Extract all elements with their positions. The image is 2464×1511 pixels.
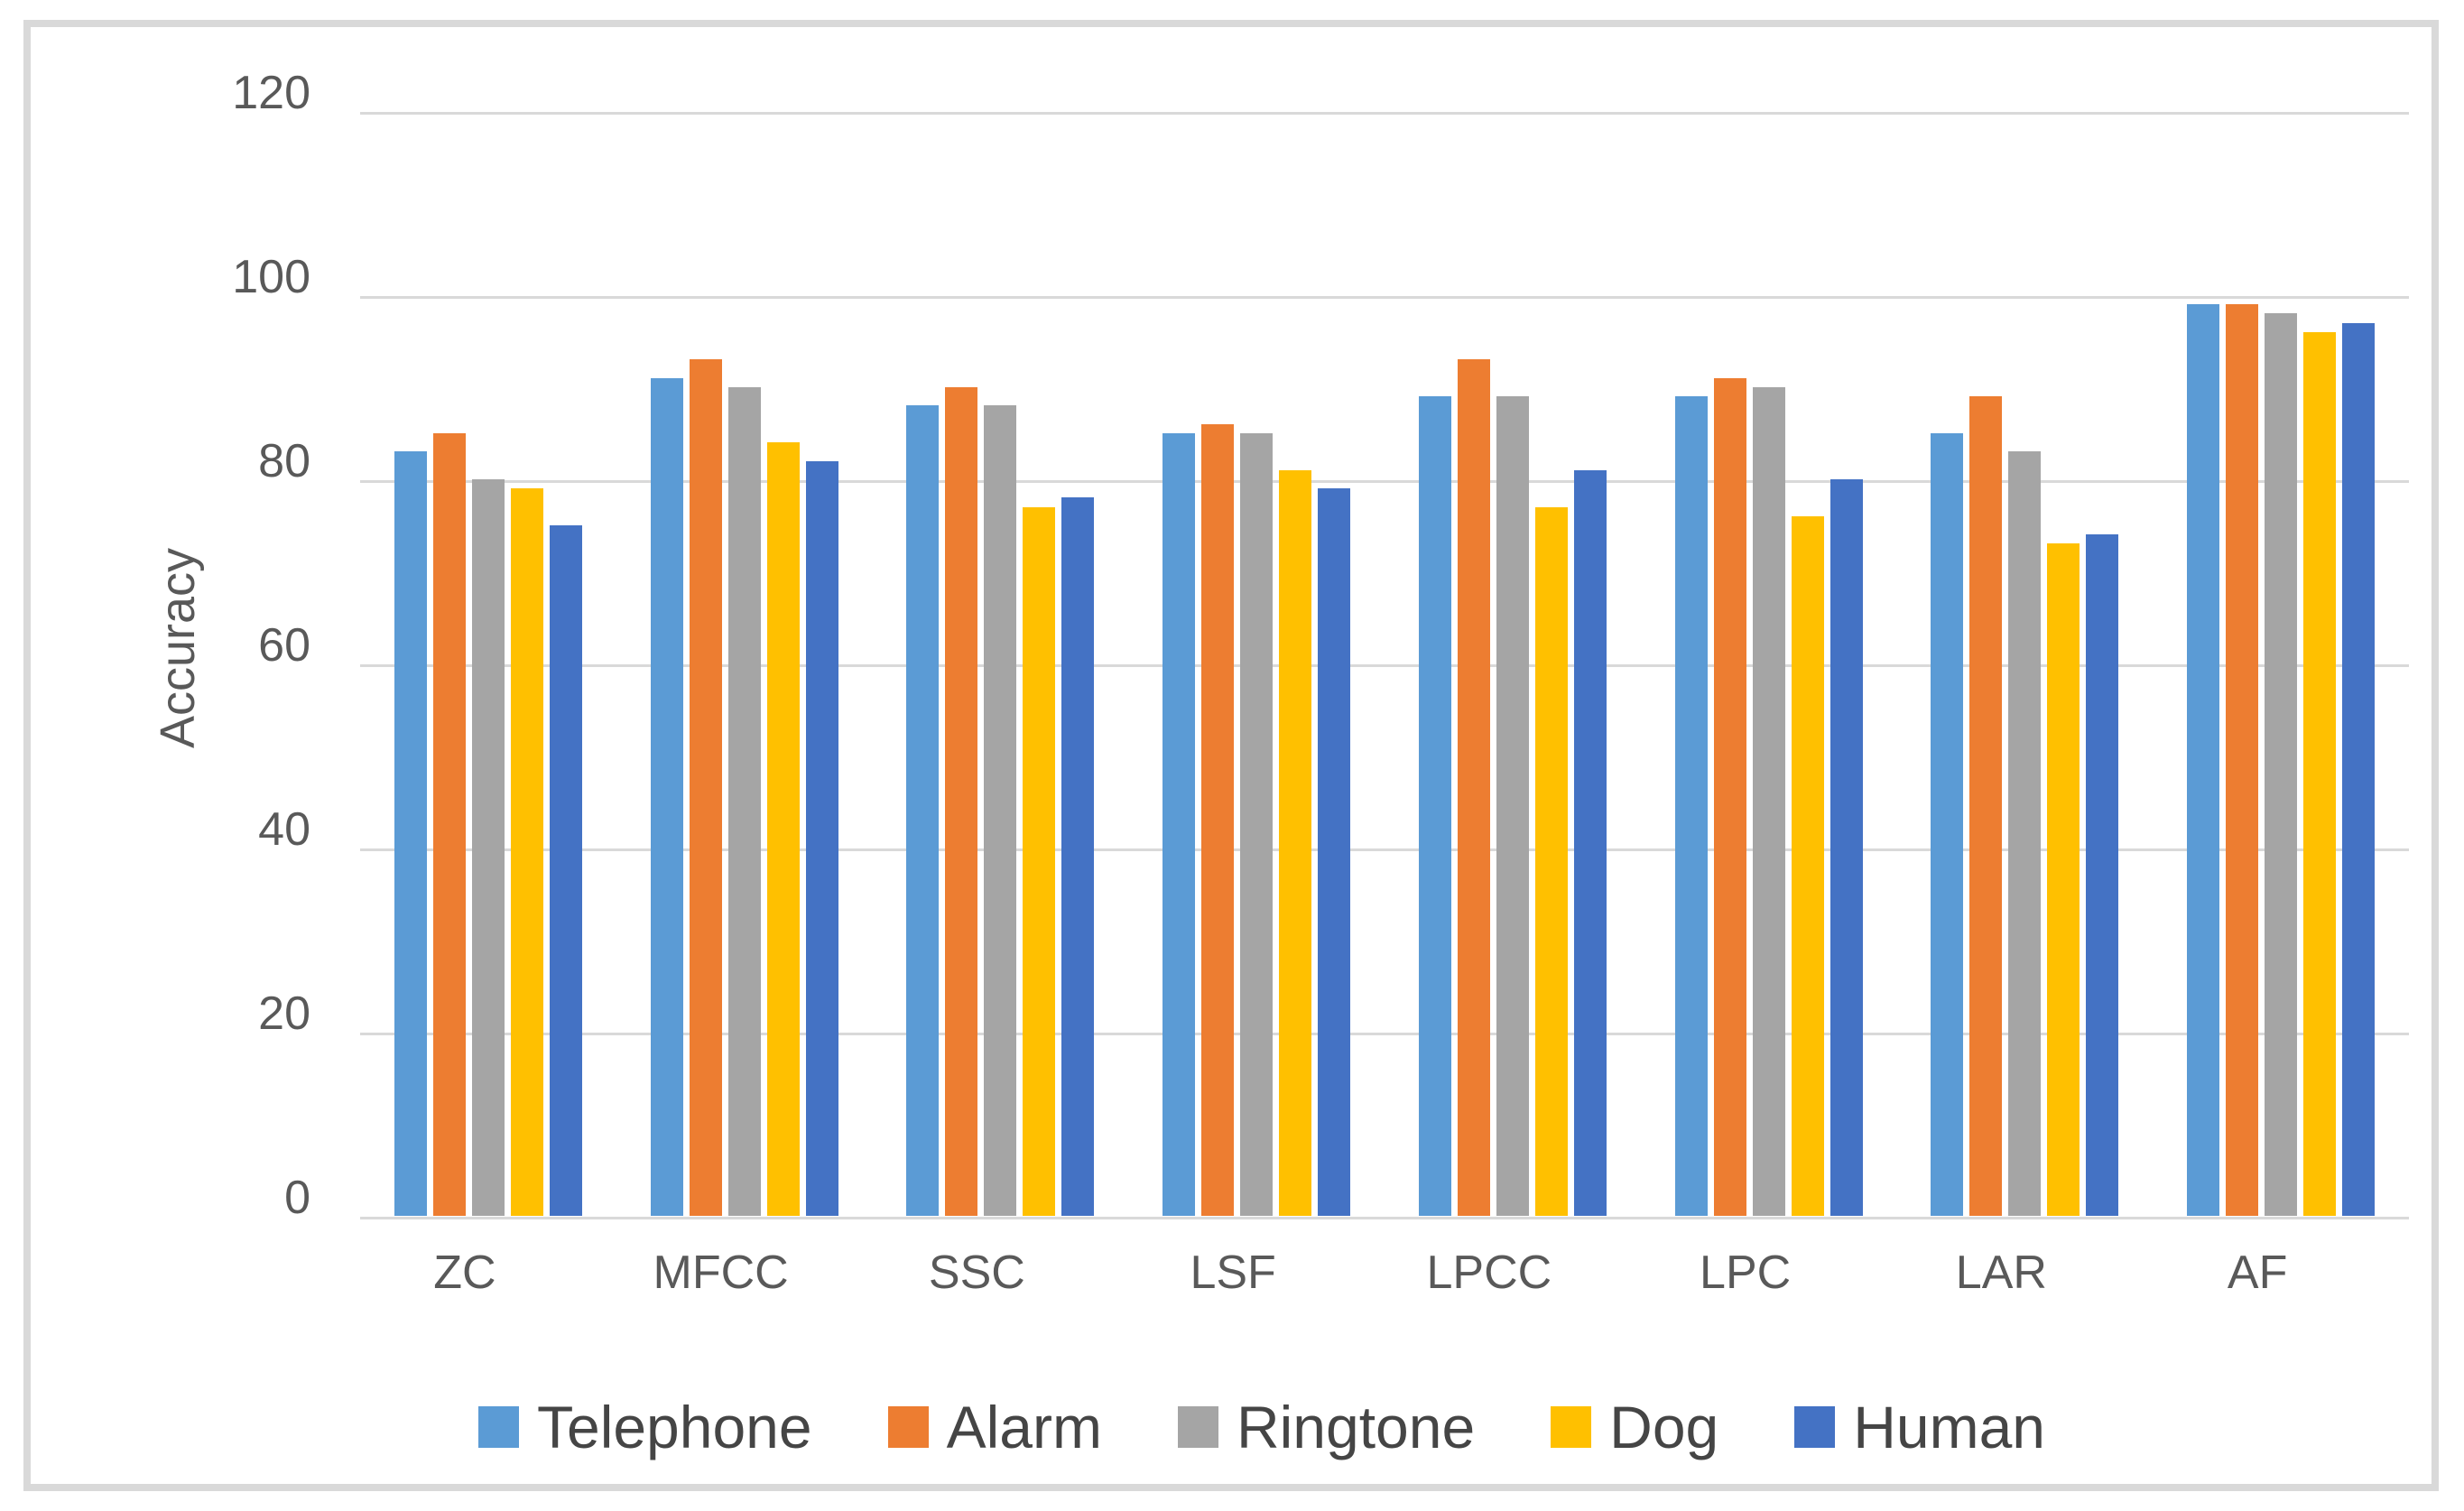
bar-alarm-lar xyxy=(1969,396,2003,1216)
bar-human-lsf xyxy=(1318,488,1351,1216)
bar-alarm-lpc xyxy=(1713,377,1746,1216)
x-axis-label-lsf: LSF xyxy=(1190,1247,1276,1299)
gridline xyxy=(360,664,2409,667)
legend-item-dog: Dog xyxy=(1551,1395,1718,1459)
legend-item-human: Human xyxy=(1794,1395,2045,1459)
bar-alarm-mfcc xyxy=(689,359,722,1216)
bar-dog-ssc xyxy=(1023,506,1056,1216)
legend: Telephone Alarm Ringtone Dog Human xyxy=(54,1395,2464,1459)
bar-human-mfcc xyxy=(805,460,838,1216)
bar-ringtone-ssc xyxy=(984,405,1017,1216)
bar-group-lpc xyxy=(1674,113,1863,1218)
bar-dog-mfcc xyxy=(766,442,800,1216)
x-axis-label-ssc: SSC xyxy=(928,1247,1025,1299)
bar-dog-lpcc xyxy=(1534,506,1568,1216)
legend-item-telephone: Telephone xyxy=(477,1394,812,1460)
bar-group-lpcc xyxy=(1418,113,1607,1218)
legend-label: Telephone xyxy=(536,1394,812,1460)
bar-ringtone-lpcc xyxy=(1496,396,1529,1216)
bar-telephone-lpcc xyxy=(1418,396,1451,1216)
bar-dog-zc xyxy=(510,488,543,1216)
bar-group-ssc xyxy=(906,113,1095,1218)
bar-ringtone-lar xyxy=(2008,451,2042,1216)
gridline xyxy=(360,112,2409,115)
x-axis-label-zc: ZC xyxy=(433,1247,496,1299)
x-axis-line xyxy=(360,1217,2409,1219)
gridline xyxy=(360,480,2409,483)
bar-ringtone-af xyxy=(2265,313,2298,1216)
bar-telephone-af xyxy=(2187,304,2220,1216)
legend-label: Alarm xyxy=(946,1394,1102,1460)
y-axis-tick-label: 0 xyxy=(284,1172,310,1224)
chart-frame: Accuracy 0 20 40 60 80 100 120 ZC MFCC SSC LSF LPC… xyxy=(23,20,2439,1491)
x-axis-label-lpcc: LPCC xyxy=(1426,1247,1552,1299)
bar-ringtone-mfcc xyxy=(727,387,761,1216)
bar-ringtone-lsf xyxy=(1240,433,1274,1216)
gridline xyxy=(360,1033,2409,1035)
y-axis-tick-label: 60 xyxy=(258,619,310,672)
bar-human-lar xyxy=(2086,534,2119,1216)
bar-alarm-lpcc xyxy=(1457,359,1490,1216)
bar-alarm-zc xyxy=(432,433,466,1216)
x-axis-label-af: AF xyxy=(2227,1247,2288,1299)
legend-item-ringtone: Ringtone xyxy=(1177,1394,1476,1460)
legend-swatch-dog xyxy=(1551,1406,1592,1448)
y-axis-tick-label: 80 xyxy=(258,435,310,487)
bar-group-mfcc xyxy=(650,113,838,1218)
legend-swatch-ringtone xyxy=(1177,1406,1218,1448)
bar-alarm-ssc xyxy=(945,387,978,1216)
x-axis-label-lar: LAR xyxy=(1955,1247,2047,1299)
bar-alarm-af xyxy=(2226,304,2259,1216)
bar-human-lpc xyxy=(1829,479,1863,1216)
legend-label: Dog xyxy=(1609,1394,1719,1460)
bar-group-zc xyxy=(394,113,582,1218)
y-axis-tick-label: 40 xyxy=(258,803,310,856)
gridline xyxy=(360,848,2409,851)
legend-swatch-alarm xyxy=(887,1406,929,1448)
bar-group-lar xyxy=(1931,113,2119,1218)
legend-swatch-telephone xyxy=(477,1406,519,1448)
bar-alarm-lsf xyxy=(1201,423,1235,1216)
gridline xyxy=(360,296,2409,299)
bar-dog-lsf xyxy=(1279,469,1312,1216)
bar-human-af xyxy=(2342,322,2376,1216)
bar-ringtone-zc xyxy=(471,479,505,1216)
plot-area xyxy=(360,112,2409,1219)
legend-label: Human xyxy=(1853,1394,2045,1460)
bar-dog-lpc xyxy=(1791,515,1824,1216)
bar-ringtone-lpc xyxy=(1752,387,1785,1216)
bar-telephone-ssc xyxy=(906,405,940,1216)
legend-swatch-human xyxy=(1794,1406,1836,1448)
bar-human-lpcc xyxy=(1573,469,1607,1216)
x-axis-label-mfcc: MFCC xyxy=(653,1247,789,1299)
bar-human-ssc xyxy=(1061,497,1095,1216)
legend-label: Ringtone xyxy=(1236,1394,1476,1460)
bar-telephone-mfcc xyxy=(650,377,683,1216)
bar-human-zc xyxy=(549,525,582,1216)
bar-telephone-lar xyxy=(1931,433,1964,1216)
y-axis-tick-label: 20 xyxy=(258,987,310,1040)
bar-telephone-lpc xyxy=(1674,396,1708,1216)
y-axis-tick-label: 100 xyxy=(232,251,310,303)
bar-group-lsf xyxy=(1163,113,1351,1218)
x-axis-label-lpc: LPC xyxy=(1700,1247,1792,1299)
bar-group-af xyxy=(2187,113,2376,1218)
bar-dog-af xyxy=(2303,331,2337,1216)
bar-dog-lar xyxy=(2047,543,2080,1216)
y-axis-tick-label: 120 xyxy=(232,67,310,119)
bar-telephone-lsf xyxy=(1163,433,1196,1216)
legend-item-alarm: Alarm xyxy=(887,1394,1102,1460)
bar-telephone-zc xyxy=(394,451,427,1216)
